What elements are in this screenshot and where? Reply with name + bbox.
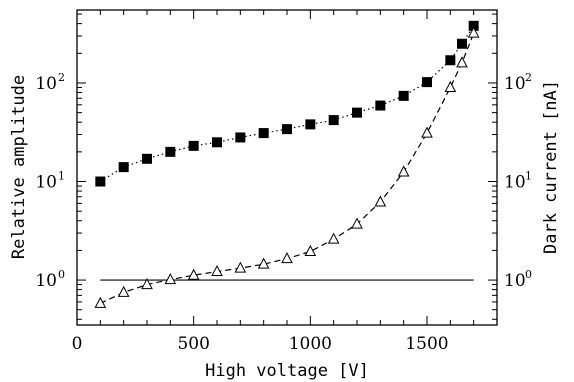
square-marker	[142, 153, 152, 164]
y-tick-label-right-exponent: 2	[525, 71, 532, 84]
y-tick-label-right: 10	[504, 173, 526, 193]
y-tick-label-left: 10	[35, 271, 57, 291]
triangle-marker	[211, 264, 223, 277]
triangle-marker	[234, 261, 247, 273]
triangle-marker	[397, 165, 410, 177]
triangle-marker	[117, 285, 130, 297]
x-axis-label: High voltage [V]	[205, 361, 369, 381]
triangle-marker	[164, 273, 177, 285]
triangle-marker	[304, 244, 317, 256]
y-tick-label-left-exponent: 0	[58, 268, 65, 281]
y-axis-label-left: Relative amplitude	[9, 75, 29, 259]
square-marker	[398, 90, 409, 101]
triangle-marker	[374, 195, 387, 207]
y-tick-label-left: 10	[35, 74, 57, 94]
x-tick-label: 1500	[405, 334, 448, 354]
y-tick-label-left-exponent: 1	[58, 170, 65, 183]
triangle-marker	[141, 278, 153, 290]
square-marker	[235, 132, 246, 143]
triangle-marker	[351, 217, 363, 229]
y-axis-label-right: Dark current [nA]	[541, 80, 561, 254]
square-marker	[445, 55, 456, 66]
y-tick-label-left: 10	[35, 173, 57, 193]
y-tick-label-right-exponent: 0	[525, 268, 532, 281]
triangle-marker	[421, 126, 433, 138]
square-marker	[457, 38, 467, 49]
square-marker	[422, 77, 432, 88]
square-marker	[375, 100, 386, 111]
triangle-marker	[94, 296, 107, 308]
y-tick-label-right: 10	[504, 74, 526, 94]
square-marker	[468, 20, 479, 31]
triangle-marker	[327, 232, 340, 244]
square-marker	[165, 146, 176, 157]
triangle-marker	[467, 26, 480, 38]
y-tick-label-right-exponent: 1	[525, 170, 532, 183]
plot-frame	[76, 9, 498, 326]
square-marker	[328, 115, 339, 126]
y-tick-label-left-exponent: 2	[58, 71, 65, 84]
triangle-marker	[456, 56, 468, 68]
y-tick-label-right: 10	[504, 271, 526, 291]
marks-layer	[94, 20, 480, 308]
x-tick-label: 0	[72, 334, 83, 354]
x-tick-label: 1000	[289, 334, 332, 354]
x-tick-label: 500	[177, 334, 209, 354]
square-marker	[305, 119, 316, 130]
square-marker	[282, 124, 292, 135]
triangle-marker	[281, 252, 293, 264]
square-marker	[118, 162, 129, 173]
square-marker	[258, 128, 269, 139]
square-marker	[188, 140, 199, 151]
series-1-line	[99, 25, 475, 183]
square-marker	[352, 107, 362, 118]
square-marker	[212, 137, 222, 148]
series-2-line	[100, 32, 475, 304]
triangle-marker	[444, 80, 457, 92]
square-marker	[95, 176, 106, 187]
triangle-marker	[187, 268, 200, 280]
triangle-marker	[257, 257, 270, 269]
